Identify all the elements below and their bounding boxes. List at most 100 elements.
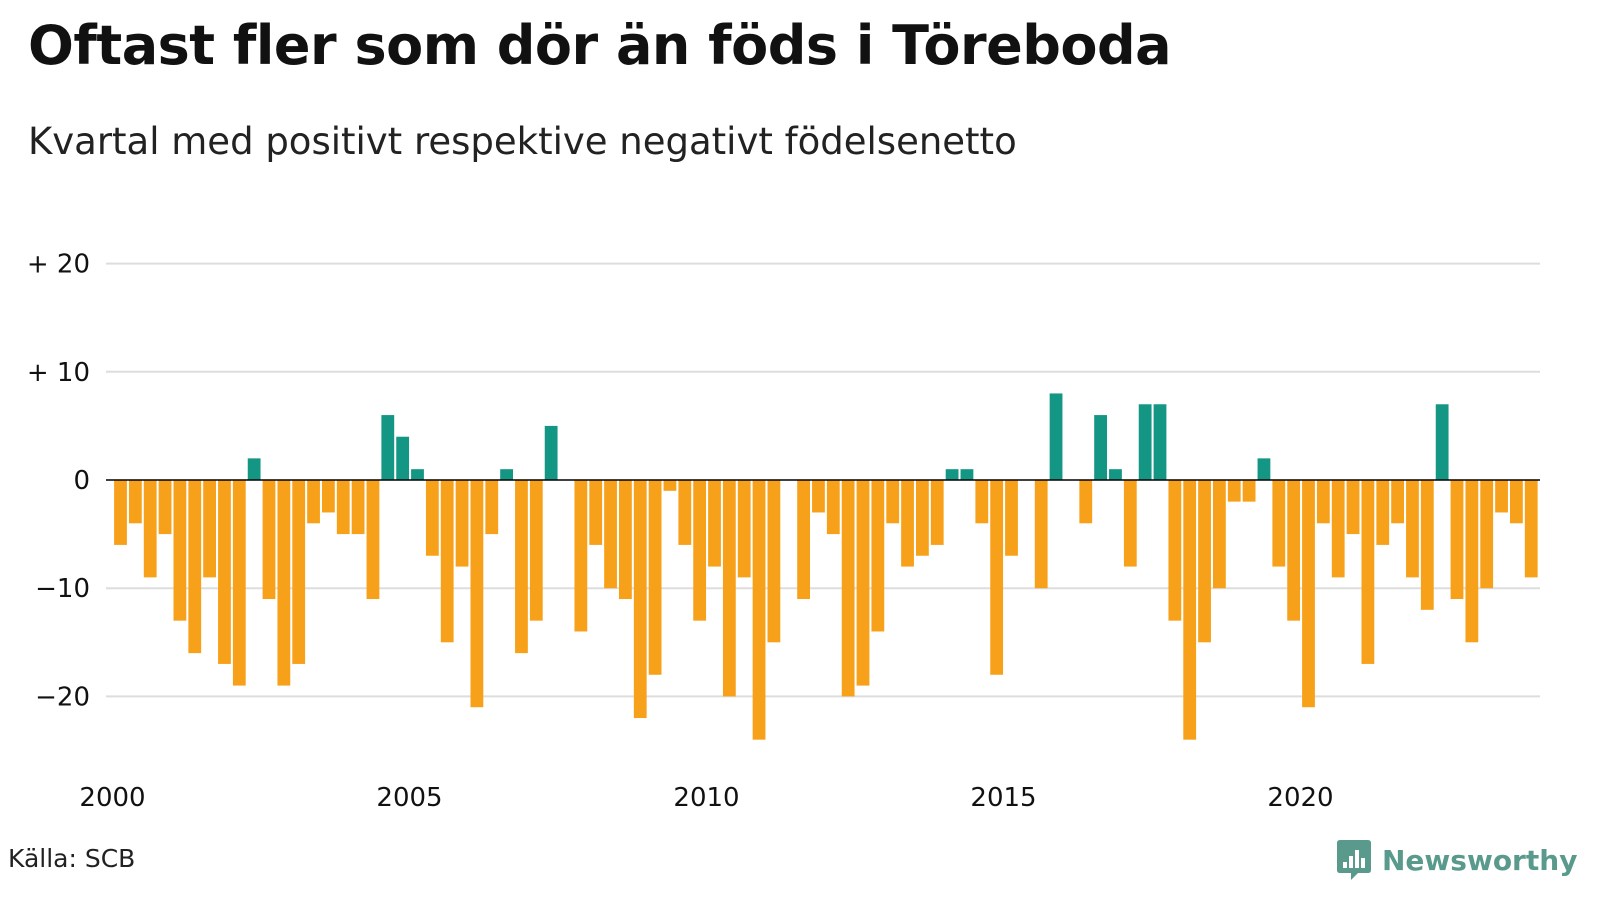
bar-negative	[188, 480, 202, 654]
chart-title: Oftast fler som dör än föds i Töreboda	[28, 14, 1172, 77]
y-tick-labels: + 20 + 10 0 −10 −20	[27, 250, 90, 713]
x-tick-labels: 2000 2005 2010 2015 2020	[79, 783, 1333, 813]
bar-negative	[1376, 480, 1390, 545]
bar-negative	[886, 480, 900, 524]
bar-positive	[1257, 458, 1271, 480]
bar-negative	[322, 480, 335, 513]
bar-negative	[1123, 480, 1137, 567]
bar-negative	[841, 480, 855, 697]
bar-negative	[1406, 480, 1419, 578]
bar-negative	[1005, 480, 1018, 556]
bar-positive	[960, 469, 974, 480]
bar-negative	[930, 480, 944, 545]
bar-positive	[1138, 404, 1152, 480]
bar-negative	[143, 480, 157, 578]
bar-negative	[366, 480, 380, 600]
bar-negative	[1450, 480, 1464, 600]
bar-negative	[1480, 480, 1494, 589]
bar-negative	[485, 480, 499, 535]
bar-negative	[990, 480, 1004, 675]
y-tick-label: −10	[35, 574, 90, 604]
bar-negative	[1287, 480, 1301, 621]
bar-negative	[292, 480, 306, 664]
bar-positive	[411, 469, 424, 480]
bar-negative	[633, 480, 647, 719]
newsworthy-logo-icon	[1337, 840, 1371, 880]
bar-positive	[500, 469, 513, 480]
bar-negative	[336, 480, 350, 535]
bar-negative	[722, 480, 736, 697]
bar-negative	[1524, 480, 1538, 578]
bar-negative	[1391, 480, 1404, 524]
bar-negative	[425, 480, 439, 556]
bar-negative	[574, 480, 588, 632]
bar-negative	[114, 480, 127, 545]
bar-negative	[856, 480, 870, 686]
bar-negative	[604, 480, 617, 589]
bar-positive	[1153, 404, 1167, 480]
y-tick-label: 0	[73, 466, 90, 496]
bar-negative	[708, 480, 721, 567]
bar-negative	[589, 480, 603, 545]
bar-negative	[975, 480, 989, 524]
y-tick-label: + 10	[27, 358, 90, 388]
bar-negative	[826, 480, 840, 535]
bar-negative	[1420, 480, 1434, 610]
bar-positive	[544, 425, 558, 480]
brand-name: Newsworthy	[1382, 843, 1578, 877]
bar-negative	[1302, 480, 1315, 708]
bars	[114, 393, 1538, 740]
bar-negative	[173, 480, 187, 621]
x-tick-label: 2020	[1267, 783, 1333, 813]
bar-negative	[218, 480, 231, 664]
bar-negative	[232, 480, 246, 686]
bar-negative	[1331, 480, 1345, 578]
bar-negative	[1079, 480, 1093, 524]
bar-negative	[1465, 480, 1479, 643]
bar-negative	[767, 480, 781, 643]
bar-negative	[307, 480, 320, 524]
bar-negative	[1183, 480, 1197, 740]
chart-subtitle: Kvartal med positivt respektive negativt…	[28, 120, 1017, 163]
x-tick-label: 2005	[376, 783, 442, 813]
bar-negative	[1227, 480, 1241, 502]
brand-logo[interactable]: Newsworthy	[1336, 838, 1577, 882]
bar-negative	[529, 480, 543, 621]
bar-negative	[797, 480, 810, 600]
bar-negative	[901, 480, 914, 567]
bar-negative	[678, 480, 692, 545]
bar-negative	[440, 480, 454, 643]
bar-negative	[1361, 480, 1375, 664]
source-note: Källa: SCB	[8, 844, 136, 873]
bar-negative	[1198, 480, 1211, 643]
bar-negative	[1316, 480, 1330, 524]
x-tick-label: 2010	[673, 783, 739, 813]
y-tick-label: −20	[35, 682, 90, 712]
bar-positive	[1049, 393, 1063, 480]
bar-negative	[203, 480, 216, 578]
bar-negative	[619, 480, 632, 600]
bar-negative	[1034, 480, 1048, 589]
bar-positive	[1094, 415, 1107, 480]
bar-negative	[916, 480, 929, 556]
x-tick-label: 2000	[79, 783, 145, 813]
bar-negative	[752, 480, 766, 740]
bar-positive	[381, 415, 395, 480]
bar-negative	[515, 480, 528, 654]
bar-negative	[812, 480, 825, 513]
bar-negative	[262, 480, 276, 600]
bar-negative	[693, 480, 707, 621]
bar-negative	[1213, 480, 1226, 589]
bar-negative	[1242, 480, 1256, 502]
bar-negative	[455, 480, 469, 567]
bar-negative	[128, 480, 142, 524]
bar-negative	[1346, 480, 1360, 535]
bar-negative	[470, 480, 484, 708]
bar-positive	[396, 436, 410, 480]
bar-negative	[1510, 480, 1523, 524]
bar-negative	[351, 480, 365, 535]
bar-positive	[1109, 469, 1122, 480]
bar-negative	[871, 480, 885, 632]
bar-negative	[648, 480, 662, 675]
